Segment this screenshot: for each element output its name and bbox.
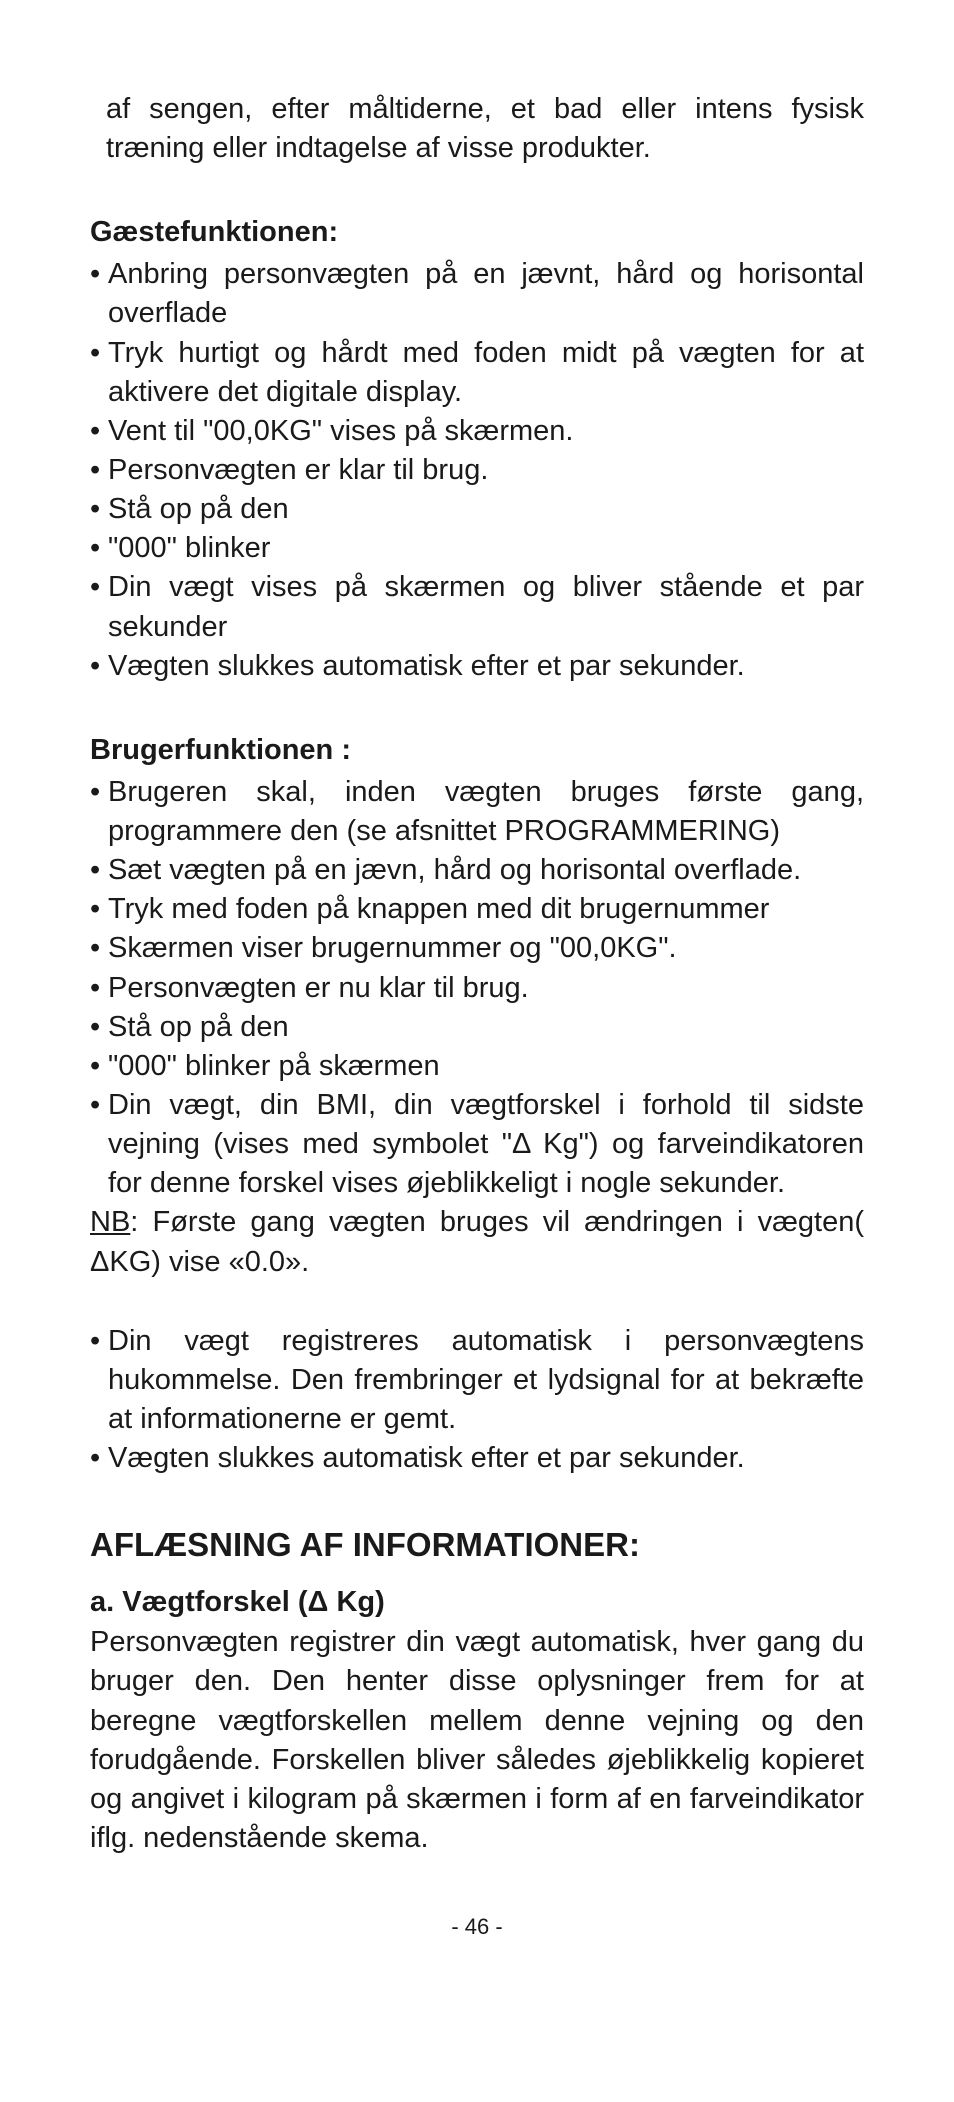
list-item: Stå op på den: [90, 1008, 864, 1047]
list-item: "000" blinker på skærmen: [90, 1047, 864, 1086]
reading-paragraph: Personvægten registrer din vægt automati…: [90, 1623, 864, 1858]
list-item: Vent til "00,0KG" vises på skærmen.: [90, 412, 864, 451]
user-heading: Brugerfunktionen :: [90, 734, 864, 767]
list-item: Personvægten er nu klar til brug.: [90, 969, 864, 1008]
guest-heading: Gæstefunktionen:: [90, 216, 864, 249]
list-item: Personvægten er klar til brug.: [90, 451, 864, 490]
nb-label: NB: [90, 1206, 130, 1238]
page-number: - 46 -: [90, 1914, 864, 1940]
list-item: "000" blinker: [90, 529, 864, 568]
list-item: Vægten slukkes automatisk efter et par s…: [90, 647, 864, 686]
list-item: Stå op på den: [90, 490, 864, 529]
list-item: Anbring personvægten på en jævnt, hård o…: [90, 255, 864, 333]
list-item: Din vægt vises på skærmen og bliver ståe…: [90, 568, 864, 646]
reading-sub-heading: a. Vægtforskel (Δ Kg): [90, 1586, 864, 1619]
list-item: Tryk med foden på knappen med dit bruger…: [90, 890, 864, 929]
user-function-section: Brugerfunktionen : Brugeren skal, inden …: [90, 734, 864, 1478]
list-item: Tryk hurtigt og hårdt med foden midt på …: [90, 334, 864, 412]
user-list-a: Brugeren skal, inden vægten bruges først…: [90, 773, 864, 1204]
reading-heading: AFLÆSNING AF INFORMATIONER:: [90, 1526, 864, 1564]
list-item: Brugeren skal, inden vægten bruges først…: [90, 773, 864, 851]
guest-function-section: Gæstefunktionen: Anbring personvægten på…: [90, 216, 864, 686]
list-item: Skærmen viser brugernummer og "00,0KG".: [90, 929, 864, 968]
user-list-b: Din vægt registreres automatisk i person…: [90, 1322, 864, 1479]
list-item: Vægten slukkes automatisk efter et par s…: [90, 1439, 864, 1478]
nb-text: : Første gang vægten bruges vil ændringe…: [90, 1206, 864, 1277]
intro-paragraph: af sengen, efter måltiderne, et bad elle…: [90, 90, 864, 168]
nb-note: NB: Første gang vægten bruges vil ændrin…: [90, 1203, 864, 1281]
list-item: Din vægt registreres automatisk i person…: [90, 1322, 864, 1439]
list-item: Din vægt, din BMI, din vægtforskel i for…: [90, 1086, 864, 1203]
guest-list: Anbring personvægten på en jævnt, hård o…: [90, 255, 864, 686]
list-item: Sæt vægten på en jævn, hård og horisonta…: [90, 851, 864, 890]
